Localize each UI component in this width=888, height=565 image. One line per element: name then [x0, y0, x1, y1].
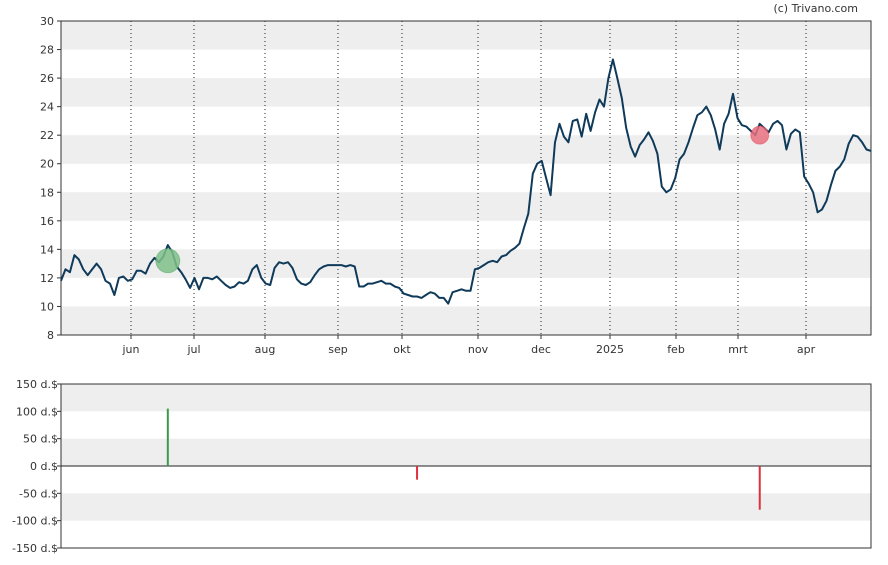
y-tick-label: 28	[40, 44, 54, 57]
grid-band	[61, 249, 871, 278]
y-tick-label: 50 d.$	[23, 433, 58, 446]
y-tick-label: 22	[40, 129, 54, 142]
x-tick-label: jun	[122, 343, 140, 356]
grid-band	[61, 21, 871, 50]
y-tick-label: 0 d.$	[30, 460, 58, 473]
price-chart: 8 10 12 14 16 18 20 22 24 26 28 30 jun jul aug sep okt no…	[40, 15, 872, 356]
x-tick-label: feb	[667, 343, 685, 356]
x-tick-label: sep	[328, 343, 347, 356]
grid-band	[61, 135, 871, 164]
y-tick-label: -50 d.$	[19, 487, 58, 500]
x-tick-label: aug	[255, 343, 276, 356]
grid-band	[61, 78, 871, 107]
y-tick-label: -150 d.$	[12, 542, 58, 555]
y-tick-label: 16	[40, 215, 54, 228]
y-tick-label: 20	[40, 158, 54, 171]
grid-band	[61, 384, 871, 412]
y-tick-label: 150 d.$	[16, 378, 58, 391]
y-tick-label: 100 d.$	[16, 405, 58, 418]
x-tick-label: mrt	[728, 343, 748, 356]
grid-band	[61, 493, 871, 521]
credit-label: (c) Trivano.com	[773, 2, 858, 15]
y-tick-label: 10	[40, 300, 54, 313]
y-tick-label: -100 d.$	[12, 515, 58, 528]
y-tick-label: 24	[40, 101, 54, 114]
transaction-chart: 150 d.$ 100 d.$ 50 d.$ 0 d.$ -50 d.$ -100 d.$…	[12, 378, 872, 555]
x-tick-label: okt	[393, 343, 411, 356]
grid-band	[61, 192, 871, 221]
y-tick-label: 14	[40, 243, 54, 256]
y-tick-label: 26	[40, 72, 54, 85]
grid-band	[61, 306, 871, 335]
y-tick-label: 30	[40, 15, 54, 28]
x-tick-label: apr	[797, 343, 816, 356]
price-line	[60, 58, 872, 305]
grid-band	[61, 438, 871, 466]
y-tick-label: 8	[47, 329, 54, 342]
x-tick-label: dec	[531, 343, 551, 356]
plot-frame	[60, 20, 872, 336]
sell-marker	[750, 125, 770, 145]
x-tick-label: 2025	[596, 343, 624, 356]
buy-marker	[155, 248, 181, 274]
y-tick-label: 18	[40, 186, 54, 199]
y-tick-label: 12	[40, 272, 54, 285]
x-tick-label: jul	[186, 343, 200, 356]
x-tick-label: nov	[468, 343, 489, 356]
